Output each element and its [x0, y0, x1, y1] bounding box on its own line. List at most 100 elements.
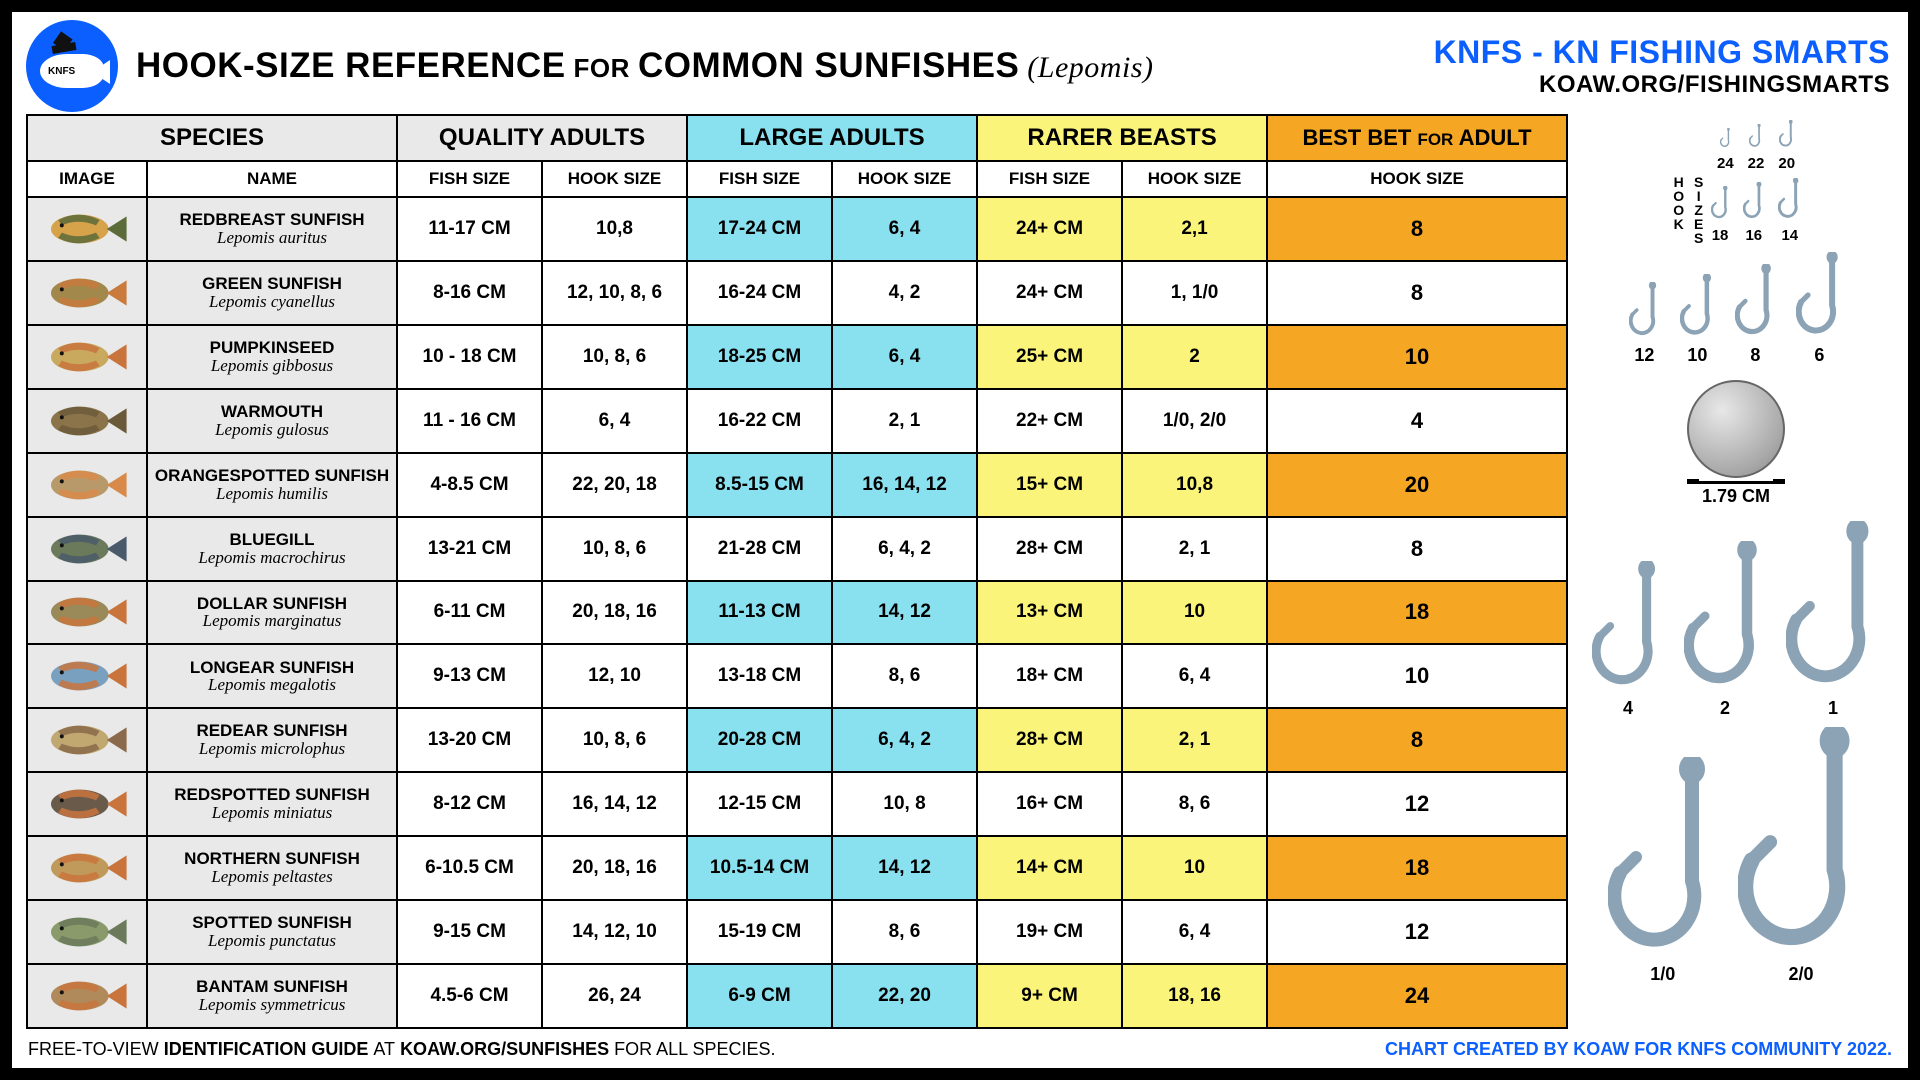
- fish-image-cell: [27, 389, 147, 453]
- quality-hook-size: 10,8: [542, 197, 687, 261]
- hook-size-label: 20: [1778, 155, 1795, 172]
- fish-image-cell: [27, 644, 147, 708]
- hook-icon: [1720, 128, 1731, 153]
- table-row: SPOTTED SUNFISHLepomis punctatus 9-15 CM…: [27, 900, 1567, 964]
- fish-icon: [28, 837, 146, 899]
- hook-size-item: 6: [1796, 252, 1843, 366]
- quality-hook-size: 6, 4: [542, 389, 687, 453]
- latin-name: Lepomis humilis: [150, 485, 394, 503]
- rarer-hook-size: 6, 4: [1122, 644, 1267, 708]
- large-hook-size: 6, 4, 2: [832, 708, 977, 772]
- hook-size-item: 16: [1743, 182, 1764, 244]
- quality-hook-size: 10, 8, 6: [542, 325, 687, 389]
- common-name: REDSPOTTED SUNFISH: [150, 786, 394, 804]
- hook-size-item: 20: [1778, 120, 1795, 172]
- best-bet-hook: 8: [1267, 197, 1567, 261]
- rarer-fish-size: 15+ CM: [977, 453, 1122, 517]
- quality-fish-size: 9-15 CM: [397, 900, 542, 964]
- table-row: WARMOUTHLepomis gulosus 11 - 16 CM 6, 4 …: [27, 389, 1567, 453]
- th-large: LARGE ADULTS: [687, 115, 977, 161]
- common-name: ORANGESPOTTED SUNFISH: [150, 467, 394, 485]
- quality-fish-size: 10 - 18 CM: [397, 325, 542, 389]
- table-row: REDSPOTTED SUNFISHLepomis miniatus 8-12 …: [27, 772, 1567, 836]
- th-best-b: ADULT: [1459, 125, 1532, 150]
- quality-hook-size: 10, 8, 6: [542, 517, 687, 581]
- fish-image-cell: [27, 325, 147, 389]
- th-r-hook: HOOK SIZE: [1122, 161, 1267, 197]
- table-row: LONGEAR SUNFISHLepomis megalotis 9-13 CM…: [27, 644, 1567, 708]
- common-name: GREEN SUNFISH: [150, 275, 394, 293]
- best-bet-hook: 8: [1267, 708, 1567, 772]
- species-name-cell: LONGEAR SUNFISHLepomis megalotis: [147, 644, 397, 708]
- table-row: REDEAR SUNFISHLepomis microlophus 13-20 …: [27, 708, 1567, 772]
- latin-name: Lepomis microlophus: [150, 740, 394, 758]
- th-best: BEST BET FOR ADULT: [1267, 115, 1567, 161]
- hook-size-label: 16: [1745, 227, 1762, 244]
- common-name: REDBREAST SUNFISH: [150, 211, 394, 229]
- hook-size-item: 24: [1717, 128, 1734, 172]
- th-image: IMAGE: [27, 161, 147, 197]
- quality-fish-size: 6-10.5 CM: [397, 836, 542, 900]
- fish-image-cell: [27, 581, 147, 645]
- quality-fish-size: 8-12 CM: [397, 772, 542, 836]
- th-best-for: FOR: [1417, 130, 1453, 149]
- rarer-fish-size: 28+ CM: [977, 517, 1122, 581]
- table-row: REDBREAST SUNFISHLepomis auritus 11-17 C…: [27, 197, 1567, 261]
- hook-size-item: 22: [1748, 124, 1765, 172]
- table-group-header-row: SPECIES QUALITY ADULTS LARGE ADULTS RARE…: [27, 115, 1567, 161]
- best-bet-hook: 10: [1267, 325, 1567, 389]
- fish-icon: [28, 901, 146, 963]
- species-name-cell: DOLLAR SUNFISHLepomis marginatus: [147, 581, 397, 645]
- quality-hook-size: 12, 10, 8, 6: [542, 261, 687, 325]
- fish-icon: [28, 965, 146, 1027]
- latin-name: Lepomis cyanellus: [150, 293, 394, 311]
- hook-size-item: 1: [1786, 521, 1880, 719]
- large-hook-size: 22, 20: [832, 964, 977, 1028]
- quality-fish-size: 9-13 CM: [397, 644, 542, 708]
- latin-name: Lepomis gibbosus: [150, 357, 394, 375]
- hook-icon: [1743, 182, 1764, 225]
- fish-icon: [28, 582, 146, 644]
- common-name: NORTHERN SUNFISH: [150, 850, 394, 868]
- hook-icon: [1735, 264, 1776, 343]
- large-fish-size: 15-19 CM: [687, 900, 832, 964]
- title-latin: (Lepomis): [1027, 51, 1153, 85]
- fish-image-cell: [27, 453, 147, 517]
- rarer-hook-size: 1/0, 2/0: [1122, 389, 1267, 453]
- species-name-cell: BANTAM SUNFISHLepomis symmetricus: [147, 964, 397, 1028]
- species-name-cell: ORANGESPOTTED SUNFISHLepomis humilis: [147, 453, 397, 517]
- rarer-fish-size: 25+ CM: [977, 325, 1122, 389]
- quality-fish-size: 8-16 CM: [397, 261, 542, 325]
- hook-size-table: SPECIES QUALITY ADULTS LARGE ADULTS RARE…: [26, 114, 1568, 1029]
- latin-name: Lepomis symmetricus: [150, 996, 394, 1014]
- quality-fish-size: 13-21 CM: [397, 517, 542, 581]
- rarer-hook-size: 2,1: [1122, 197, 1267, 261]
- th-species: SPECIES: [27, 115, 397, 161]
- hook-size-label: 4: [1623, 698, 1633, 719]
- hook-size-label: 18: [1712, 227, 1729, 244]
- latin-name: Lepomis macrochirus: [150, 549, 394, 567]
- large-fish-size: 20-28 CM: [687, 708, 832, 772]
- latin-name: Lepomis megalotis: [150, 676, 394, 694]
- main-area: SPECIES QUALITY ADULTS LARGE ADULTS RARE…: [12, 114, 1908, 1035]
- hook-size-item: 1/0: [1608, 757, 1718, 985]
- footer-left-d: FOR ALL SPECIES.: [614, 1039, 775, 1059]
- table-row: DOLLAR SUNFISHLepomis marginatus 6-11 CM…: [27, 581, 1567, 645]
- fish-image-cell: [27, 197, 147, 261]
- knfs-logo: KNFS: [26, 20, 118, 112]
- rarer-hook-size: 10: [1122, 581, 1267, 645]
- table-row: BANTAM SUNFISHLepomis symmetricus 4.5-6 …: [27, 964, 1567, 1028]
- th-r-fish: FISH SIZE: [977, 161, 1122, 197]
- common-name: LONGEAR SUNFISH: [150, 659, 394, 677]
- rarer-fish-size: 18+ CM: [977, 644, 1122, 708]
- fish-image-cell: [27, 964, 147, 1028]
- common-name: REDEAR SUNFISH: [150, 722, 394, 740]
- hook-size-item: 8: [1735, 264, 1776, 366]
- fish-icon: [28, 773, 146, 835]
- th-quality: QUALITY ADULTS: [397, 115, 687, 161]
- latin-name: Lepomis gulosus: [150, 421, 394, 439]
- tiny-hook-grid: 24 22 20 18 16 14: [1711, 120, 1802, 244]
- fish-icon: [28, 390, 146, 452]
- rarer-hook-size: 18, 16: [1122, 964, 1267, 1028]
- common-name: BANTAM SUNFISH: [150, 978, 394, 996]
